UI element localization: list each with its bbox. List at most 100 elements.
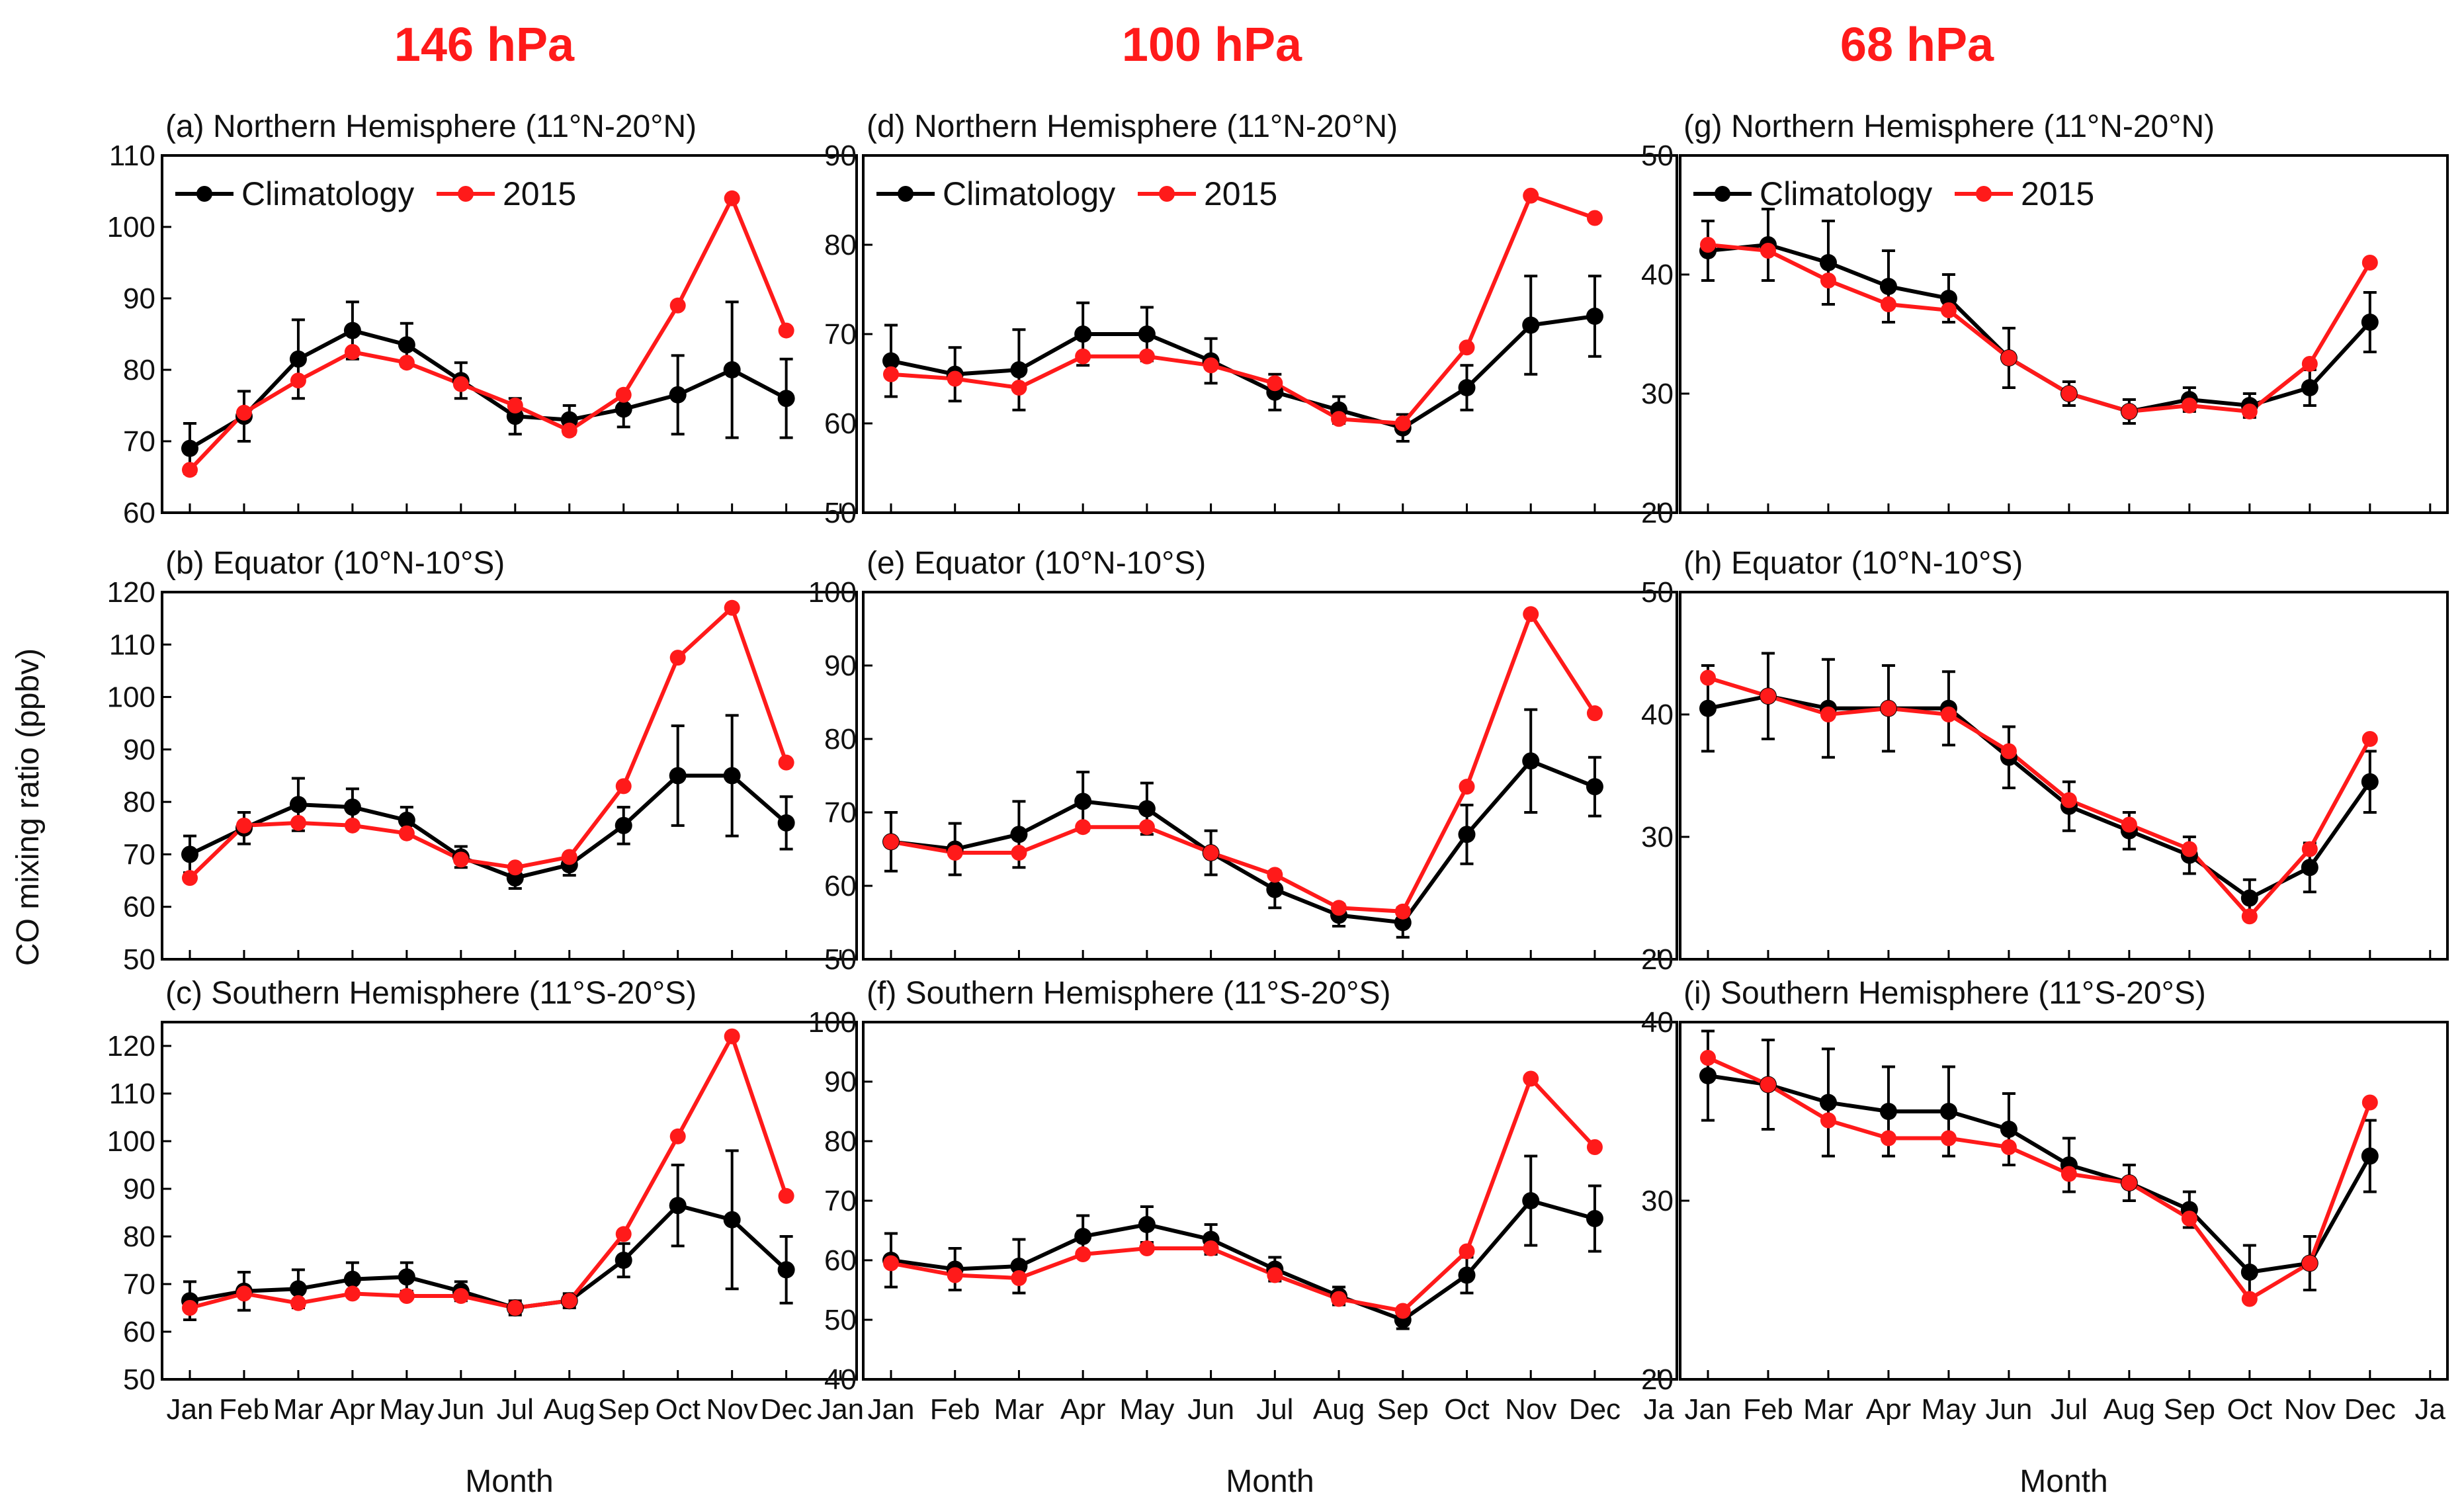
year-2015-point xyxy=(398,825,415,841)
year-2015-line xyxy=(1707,675,2372,920)
climatology-point xyxy=(1522,1192,1540,1209)
year-2015-point xyxy=(344,344,361,360)
x-axis-label: Month xyxy=(465,1464,553,1499)
year-2015-point xyxy=(1075,1246,1091,1262)
year-2015-point xyxy=(290,1295,306,1311)
climatology-point xyxy=(1138,1216,1156,1233)
climatology-point xyxy=(289,1280,307,1298)
x-tick-label: Nov xyxy=(2284,1393,2336,1426)
year-2015-point xyxy=(2181,398,2197,413)
y-tick-label: 100 xyxy=(808,576,857,609)
climatology-line xyxy=(890,1198,1595,1322)
x-tick-label: Sep xyxy=(598,1393,650,1426)
y-tick-label: 70 xyxy=(824,318,857,351)
climatology-point xyxy=(1074,793,1092,810)
y-tick-label: 50 xyxy=(824,1304,857,1336)
year-2015-point xyxy=(1760,688,1776,705)
y-tick-label: 50 xyxy=(824,497,857,529)
x-tick-label: Oct xyxy=(2227,1393,2272,1426)
year-2015-point xyxy=(1011,1270,1027,1286)
y-tick-label: 60 xyxy=(123,497,155,529)
y-tick-label: 90 xyxy=(123,734,155,766)
year-2015-point xyxy=(2241,1291,2258,1307)
y-tick-label: 50 xyxy=(123,943,155,976)
year-2015-point xyxy=(235,404,252,421)
y-tick-label: 80 xyxy=(123,786,155,818)
y-tick-label: 30 xyxy=(1641,821,1674,853)
climatology-point xyxy=(1458,379,1476,396)
y-tick-label: 50 xyxy=(824,943,857,976)
year-2015-point xyxy=(947,1267,963,1283)
year-2015-point xyxy=(1586,210,1603,226)
year-2015-line xyxy=(890,1074,1597,1313)
climatology-point xyxy=(181,845,198,863)
panel-f: (f) Southern Hemisphere (11°S-20°S) 40 50 6… xyxy=(808,976,1678,1499)
y-tick-label: 80 xyxy=(824,723,857,755)
x-tick-label: Apr xyxy=(330,1393,375,1426)
y-tick-label: 20 xyxy=(1641,497,1674,529)
year-2015-point xyxy=(1394,1303,1411,1319)
legend-climatology-marker xyxy=(196,186,212,202)
climatology-point xyxy=(723,767,741,785)
year-2015-point xyxy=(1138,1240,1155,1256)
year-2015-point xyxy=(1459,339,1475,356)
x-tick-label: May xyxy=(1119,1393,1174,1426)
climatology-point xyxy=(882,352,900,370)
year-2015-point xyxy=(1940,1130,1957,1146)
year-2015-point xyxy=(669,650,686,666)
x-tick-label: Aug xyxy=(1313,1393,1365,1426)
year-2015-point xyxy=(561,849,577,865)
year-2015-point xyxy=(2060,386,2077,402)
year-2015-point xyxy=(1880,1130,1896,1146)
panel-frame xyxy=(161,591,858,961)
x-tick-label: Feb xyxy=(219,1393,269,1426)
panel-frame xyxy=(862,1021,1678,1381)
year-2015-point xyxy=(1940,302,1957,318)
year-2015-point xyxy=(1459,779,1475,795)
year-2015-point xyxy=(290,814,306,831)
x-tick-label: Ja xyxy=(2415,1393,2446,1426)
year-2015-point xyxy=(1331,900,1347,916)
year-2015-point xyxy=(1700,237,1716,253)
x-tick-label: May xyxy=(379,1393,434,1426)
climatology-point xyxy=(615,816,632,834)
year-2015-point xyxy=(778,322,794,339)
year-2015-point xyxy=(1523,606,1539,623)
year-2015-line xyxy=(188,193,788,472)
x-tick-label: Feb xyxy=(930,1393,980,1426)
climatology-point xyxy=(1266,881,1284,898)
year-2015-point xyxy=(344,1285,361,1302)
y-tick-label: 50 xyxy=(123,1363,155,1396)
year-2015-point xyxy=(1203,1240,1219,1256)
year-2015-point xyxy=(398,355,415,371)
climatology-line xyxy=(189,1203,788,1311)
climatology-line xyxy=(1707,694,2372,900)
climatology-point xyxy=(1819,254,1837,271)
legend-2015-marker xyxy=(1159,186,1175,202)
y-tick-label: 110 xyxy=(109,1078,155,1110)
year-2015-point xyxy=(1075,348,1091,365)
panel-b: (b) Equator (10°N-10°S) 50 60 70 80 90 100 110 1… xyxy=(107,546,858,976)
climatology-point xyxy=(1010,361,1028,378)
year-2015-point xyxy=(1523,1070,1539,1087)
x-tick-label: Jan xyxy=(817,1393,864,1426)
year-2015-point xyxy=(2361,255,2378,271)
year-2015-point xyxy=(452,376,469,392)
panel-title: (b) Equator (10°N-10°S) xyxy=(165,546,505,581)
y-tick-label: 60 xyxy=(824,870,857,902)
year-2015-point xyxy=(2121,404,2137,419)
climatology-point xyxy=(1138,800,1156,818)
year-2015-point xyxy=(778,1187,794,1204)
year-2015-point xyxy=(1331,411,1347,427)
x-tick-label: Jun xyxy=(1985,1393,2032,1426)
year-2015-point xyxy=(2000,743,2017,759)
climatology-point xyxy=(2240,1264,2258,1281)
climatology-point xyxy=(398,811,415,829)
x-tick-label: Nov xyxy=(1505,1393,1556,1426)
year-2015-point xyxy=(2181,841,2197,857)
column-header-100hpa: 100 hPa xyxy=(1122,19,1302,71)
year-2015-point xyxy=(2181,1211,2197,1227)
panel-c: (c) Southern Hemisphere (11°S-20°S) 50 60 7… xyxy=(107,976,865,1499)
column-header-68hpa: 68 hPa xyxy=(1840,19,1994,71)
climatology-point xyxy=(1879,278,1897,295)
